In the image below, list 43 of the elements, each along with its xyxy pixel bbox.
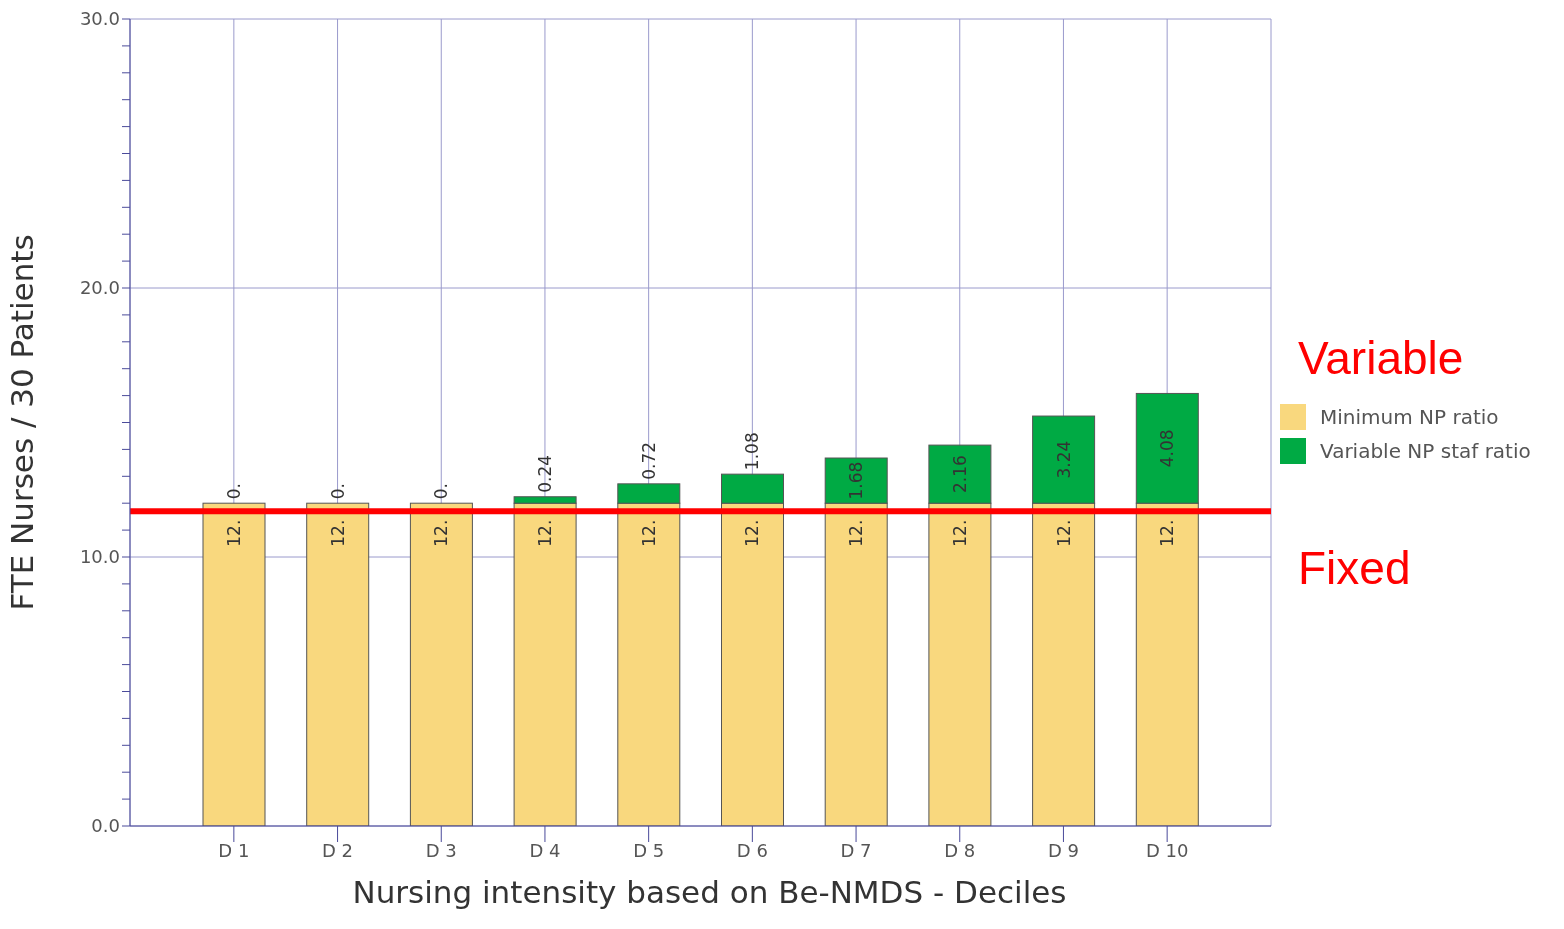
y-tick-label: 10.0 — [79, 546, 120, 568]
data-label: 12. — [949, 519, 970, 547]
bar — [409, 502, 473, 826]
text: Variable — [1298, 331, 1464, 386]
data-label: 12. — [742, 519, 763, 547]
legend-label: Minimum NP ratio — [1320, 405, 1499, 429]
text: Fixed — [1298, 541, 1411, 596]
y-axis-title: FTE Nurses / 30 Patients — [4, 234, 41, 611]
x-tick-label: D 3 — [425, 839, 457, 861]
x-tick-label: D 8 — [944, 839, 976, 861]
data-label: 2.16 — [949, 455, 970, 494]
x-tick-label: D 5 — [633, 839, 665, 861]
data-label: 0. — [327, 482, 348, 500]
x-tick-label: D 1 — [218, 839, 250, 861]
data-label: 3.24 — [1053, 440, 1074, 479]
bar — [306, 502, 370, 826]
data-label: 12. — [846, 519, 867, 547]
data-label: 0.24 — [535, 454, 556, 493]
data-label: 12. — [1053, 519, 1074, 547]
data-label: 12. — [535, 519, 556, 547]
x-tick-label: D 2 — [322, 839, 354, 861]
x-tick-label: D 9 — [1047, 839, 1079, 861]
legend-label: Variable NP staf ratio — [1320, 439, 1531, 463]
data-label: 12. — [1157, 519, 1178, 547]
x-tick-label: D 7 — [840, 839, 872, 861]
data-label: 1.68 — [846, 461, 867, 500]
data-label: 4.08 — [1157, 429, 1178, 468]
x-tick-label: D 10 — [1145, 839, 1189, 861]
y-tick-label: 0.0 — [91, 815, 120, 837]
data-label: 0.72 — [638, 441, 659, 480]
data-label: 12. — [327, 519, 348, 547]
data-label: 0. — [431, 482, 452, 500]
y-tick-label: 20.0 — [79, 277, 120, 299]
y-tick-label: 30.0 — [79, 8, 120, 30]
x-tick-label: D 4 — [529, 839, 561, 861]
data-label: 12. — [638, 519, 659, 547]
data-label: 1.08 — [742, 432, 763, 471]
x-axis-title: Nursing intensity based on Be-NMDS - Deciles — [351, 874, 1068, 910]
bar — [202, 502, 266, 826]
data-label: 12. — [431, 519, 452, 547]
data-label: 0. — [224, 482, 244, 500]
data-label: 12. — [224, 519, 244, 547]
x-tick-label: D 6 — [736, 839, 768, 861]
